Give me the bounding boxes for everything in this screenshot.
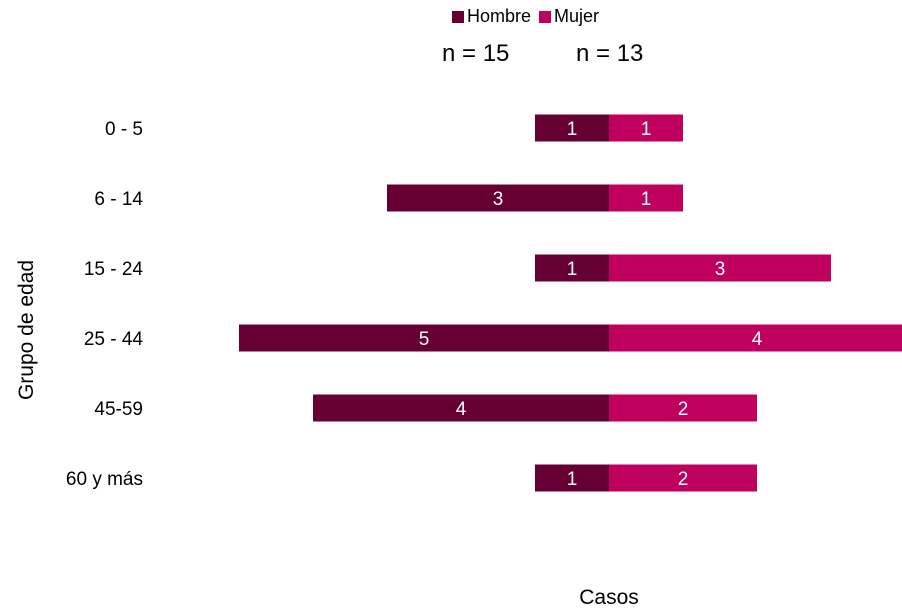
bar-hombre [387,184,609,212]
bar-mujer [609,394,757,422]
bar-hombre [535,464,609,492]
y-tick-label: 15 - 24 [84,259,144,280]
x-axis-title: Casos [579,586,639,609]
data-label-mujer: 3 [715,259,726,280]
data-label-hombre: 1 [567,469,578,490]
bar-hombre [239,324,609,352]
bar-mujer [609,184,683,212]
legend-swatch-mujer [539,10,552,23]
data-label-mujer: 1 [641,119,652,140]
y-tick-label: 25 - 44 [84,329,144,350]
bar-mujer [609,254,831,282]
data-label-hombre: 1 [567,259,578,280]
bar-hombre [535,114,609,142]
hombre-n-annotation: n = 15 [442,40,510,67]
y-axis-title: Grupo de edad [15,259,38,401]
data-label-mujer: 2 [678,469,689,490]
mujer-n-annotation: n = 13 [576,40,644,67]
data-label-hombre: 3 [493,189,504,210]
data-label-mujer: 4 [752,329,763,350]
y-tick-label: 0 - 5 [105,119,143,140]
legend-label-mujer: Mujer [554,6,600,26]
legend-label-hombre: Hombre [467,6,532,26]
bar-hombre [535,254,609,282]
data-label-hombre: 4 [456,399,467,420]
data-label-mujer: 1 [641,189,652,210]
data-label-hombre: 5 [419,329,430,350]
y-tick-label: 60 y más [66,469,143,490]
bar-hombre [313,394,609,422]
y-tick-label: 6 - 14 [94,189,143,210]
legend-swatch-hombre [452,10,464,23]
bar-mujer [609,114,683,142]
data-label-hombre: 1 [567,119,578,140]
legend: Hombre Mujer [452,6,607,27]
legend-item-mujer: Mujer [539,6,599,27]
bar-mujer [609,324,902,352]
data-label-mujer: 2 [678,399,689,420]
bar-mujer [609,464,757,492]
legend-item-hombre: Hombre [452,6,531,27]
y-tick-label: 45-59 [94,399,143,420]
